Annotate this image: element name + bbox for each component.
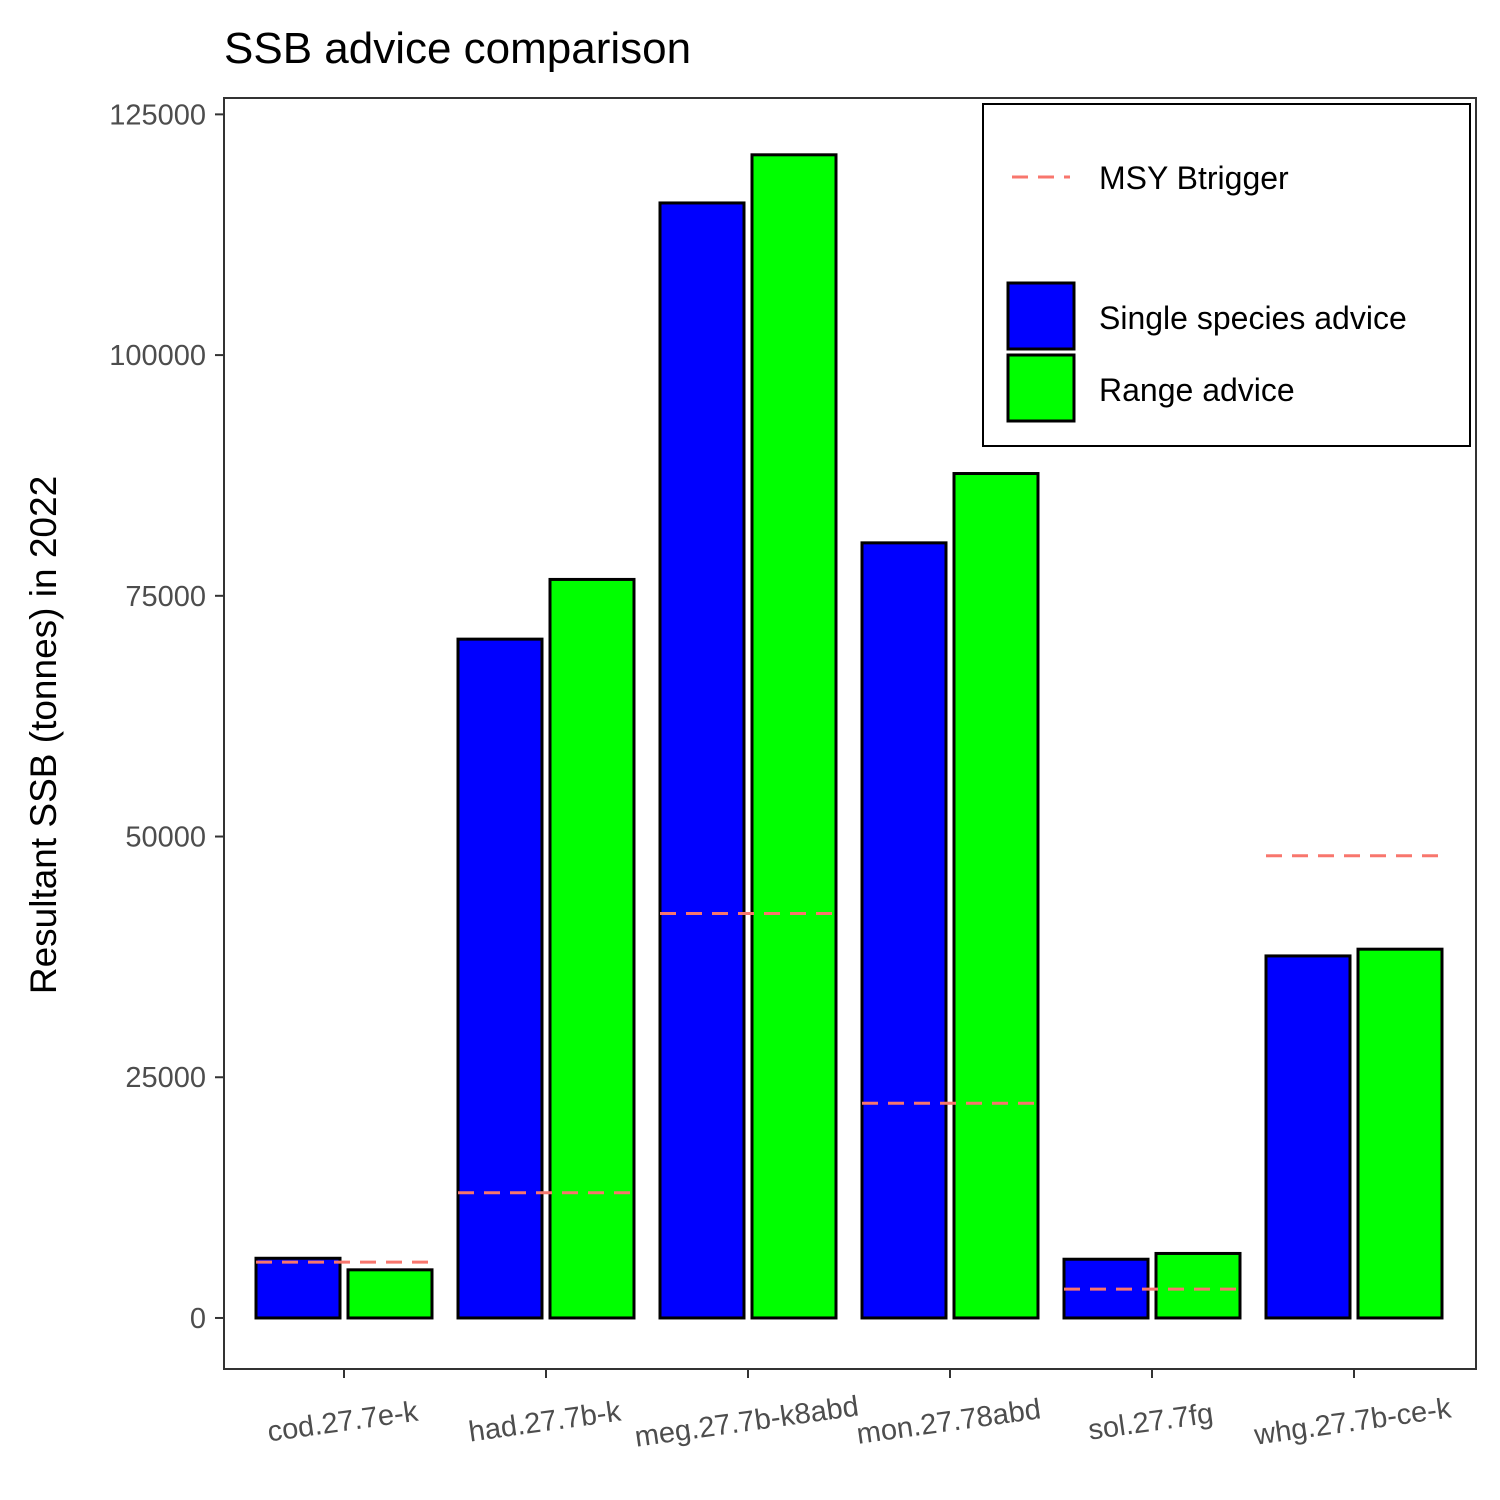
x-tick-label: whg.27.7b-ce-k xyxy=(1251,1392,1453,1451)
legend-single-key xyxy=(1006,281,1076,351)
bar-range-had.27.7b-k xyxy=(548,577,636,1320)
bar-single-cod.27.7e-k xyxy=(254,1256,342,1320)
y-axis-label: Resultant SSB (tonnes) in 2022 xyxy=(23,476,64,994)
x-tick-label: sol.27.7fg xyxy=(1086,1397,1215,1446)
bar-single-whg.27.7b-ce-k xyxy=(1264,954,1352,1320)
bar-single-had.27.7b-k xyxy=(456,637,544,1320)
legend-range-label: Range advice xyxy=(1099,372,1295,408)
bar-range-sol.27.7fg xyxy=(1154,1251,1242,1320)
y-axis: 0 25000 50000 75000 100000 125000 xyxy=(109,99,224,1335)
legend: MSY Btrigger Single species advice Range… xyxy=(982,103,1471,447)
reference-lines-layer xyxy=(256,854,1442,1291)
y-tick-label: 0 xyxy=(190,1303,206,1335)
legend-range-key xyxy=(1006,353,1076,423)
chart-title: SSB advice comparison xyxy=(224,24,691,73)
bar-range-meg.27.7b-k8abd xyxy=(750,153,838,1320)
y-tick-label: 75000 xyxy=(125,581,206,613)
bar-range-whg.27.7b-ce-k xyxy=(1356,947,1444,1320)
plot-panel-border xyxy=(223,97,1477,1370)
legend-msy-label: MSY Btrigger xyxy=(1099,160,1289,196)
legend-single-label: Single species advice xyxy=(1099,300,1407,336)
x-tick-label: had.27.7b-k xyxy=(467,1396,624,1449)
x-tick-label: cod.27.7e-k xyxy=(265,1396,420,1449)
x-tick-label: meg.27.7b-k8abd xyxy=(633,1391,861,1454)
bar-single-mon.27.78abd xyxy=(860,541,948,1320)
bars-layer xyxy=(254,153,1444,1320)
x-axis: cod.27.7e-k had.27.7b-k meg.27.7b-k8abdmon… xyxy=(265,1369,1454,1454)
x-tick-label: mon.27.78abd xyxy=(855,1393,1043,1450)
bar-range-mon.27.78abd xyxy=(952,472,1040,1320)
y-tick-label: 100000 xyxy=(109,340,206,372)
y-tick-label: 25000 xyxy=(125,1062,206,1094)
y-tick-label: 125000 xyxy=(109,99,206,131)
bar-range-cod.27.7e-k xyxy=(346,1268,434,1320)
bar-single-meg.27.7b-k8abd xyxy=(658,201,746,1320)
y-tick-label: 50000 xyxy=(125,822,206,854)
